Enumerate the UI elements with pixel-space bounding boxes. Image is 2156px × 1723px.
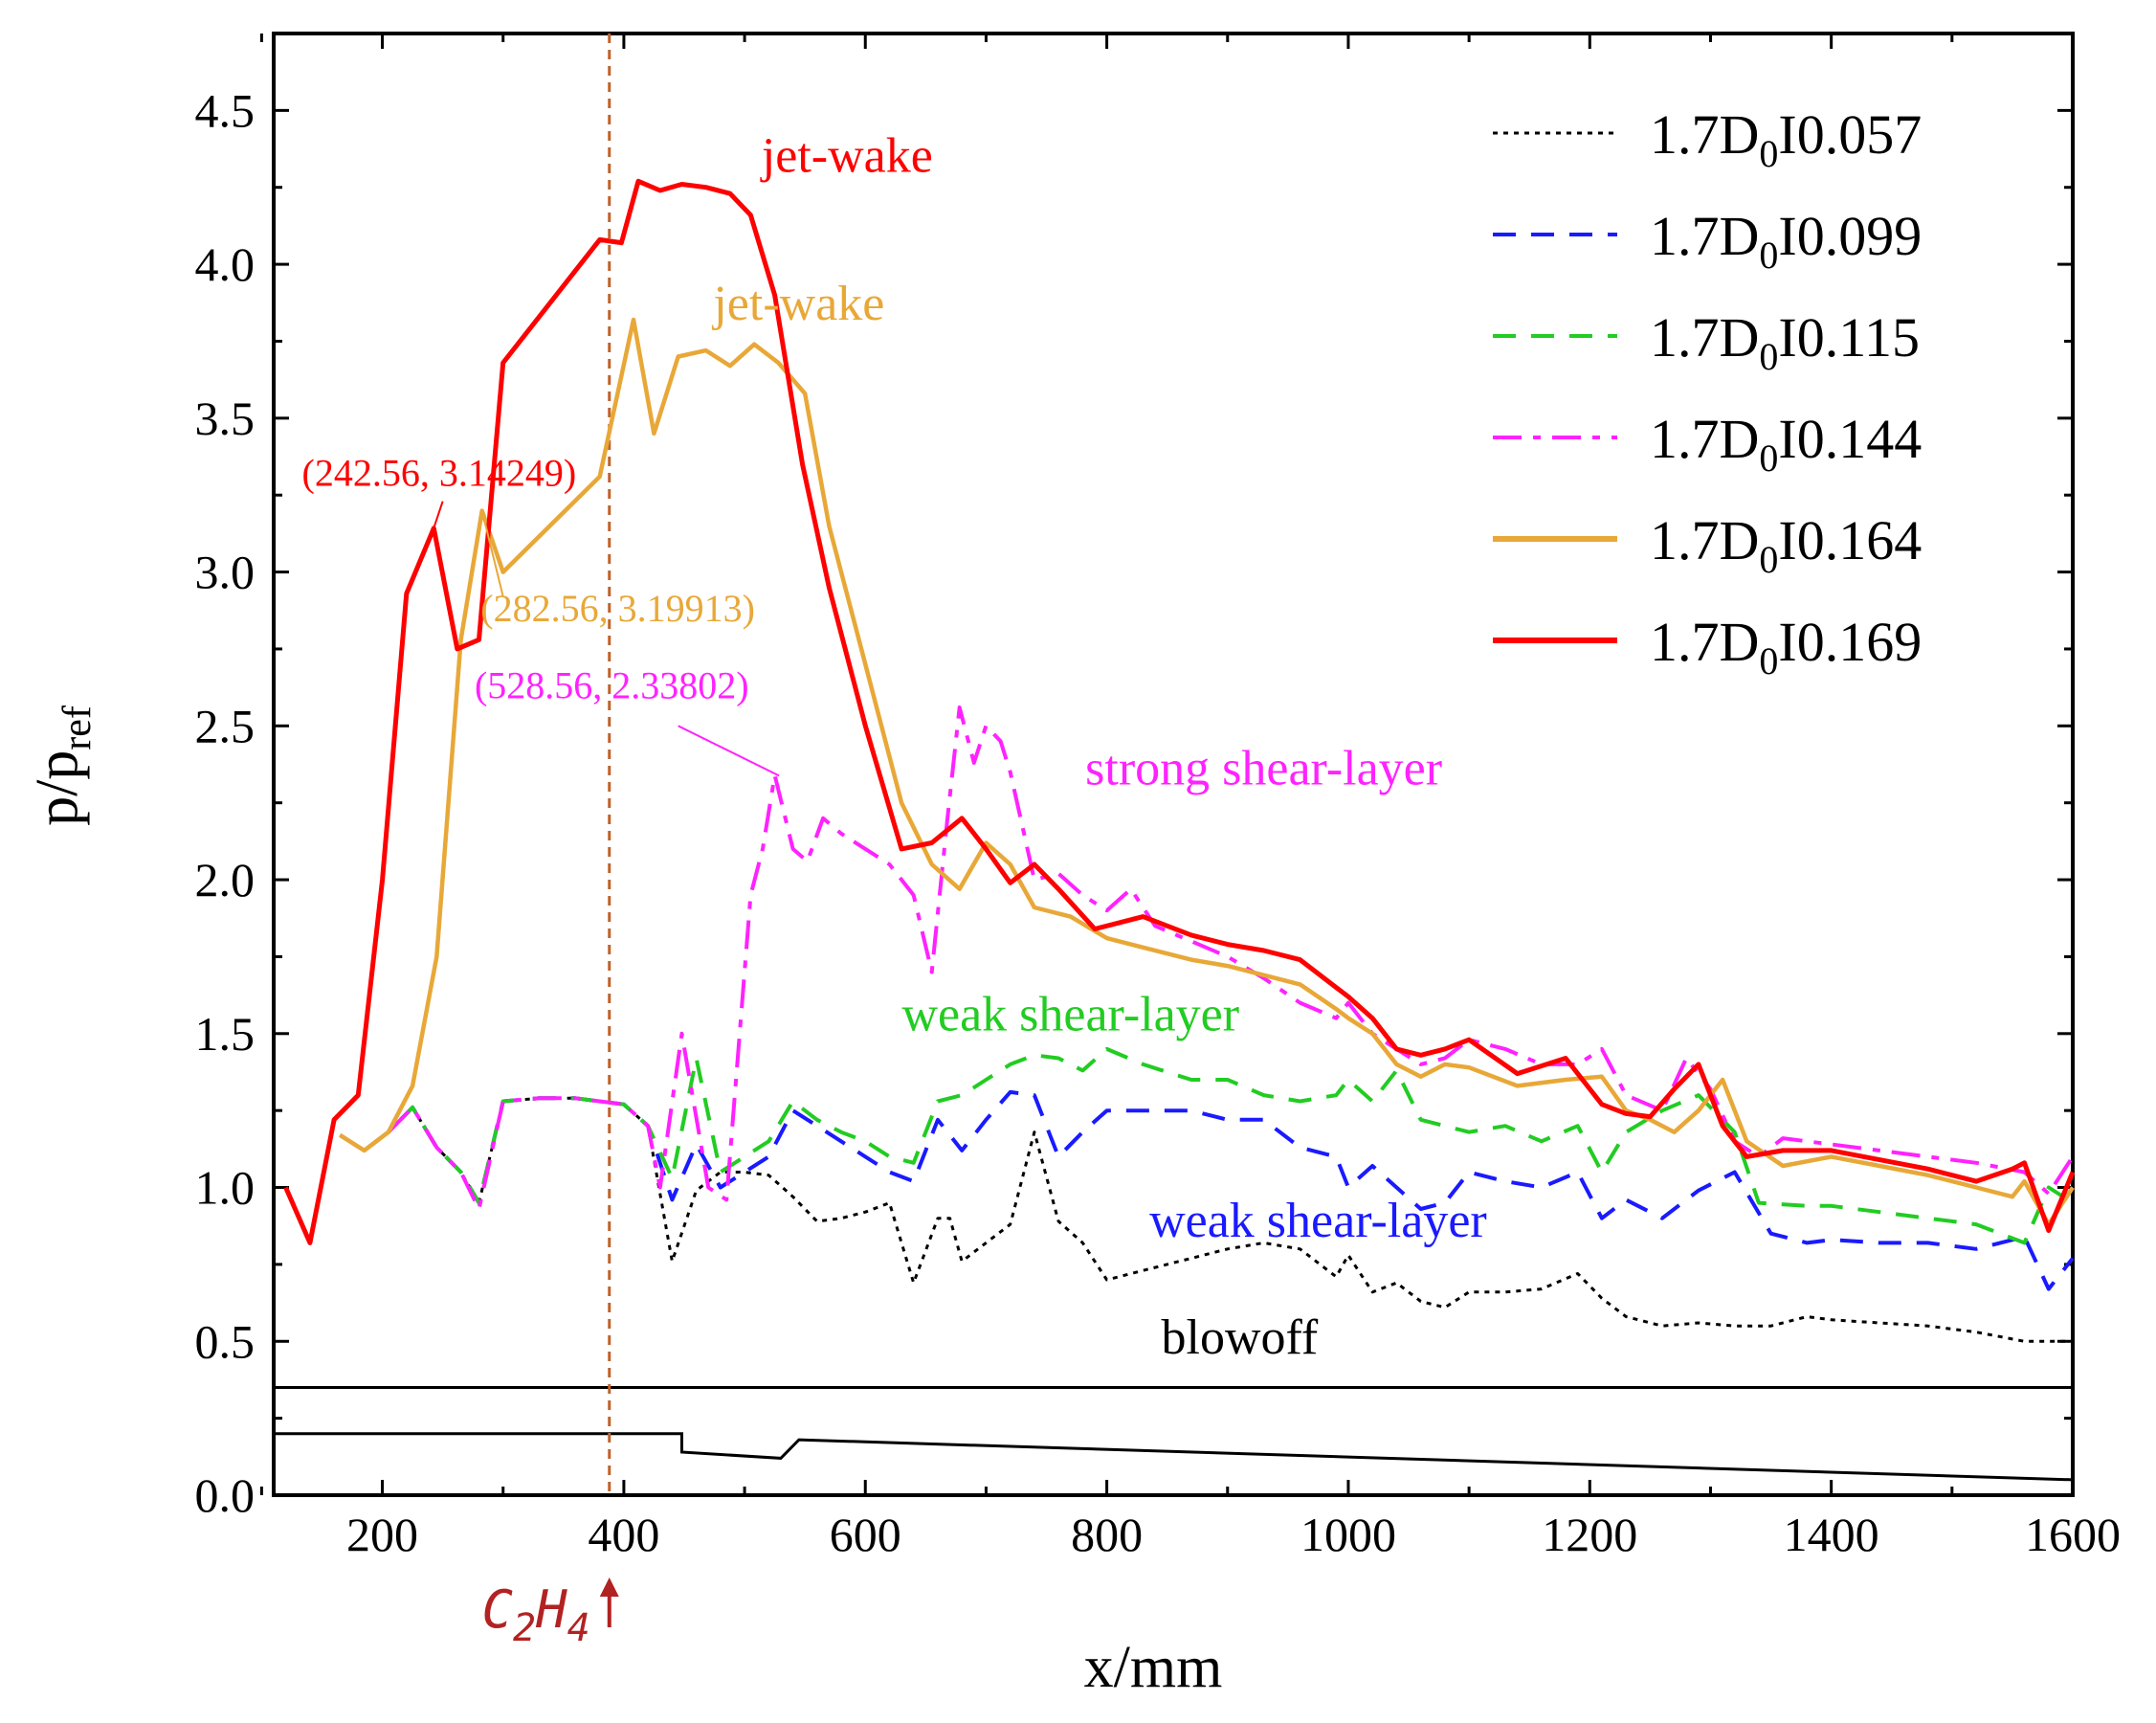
x-tick-label: 200 xyxy=(346,1508,418,1561)
series-line-1-7d0i0-057 xyxy=(339,1096,2073,1343)
x-tick-label: 1600 xyxy=(2025,1508,2121,1561)
y-axis-title: p/pref xyxy=(25,705,100,826)
annotation-jet-wake: jet-wake xyxy=(711,277,884,331)
legend-label-part: 1.7D xyxy=(1650,306,1759,369)
injection-fuel-label-part: H xyxy=(535,1579,567,1640)
x-axis-title: x/mm xyxy=(1084,1635,1223,1700)
legend-label: 1.7D0I0.169 xyxy=(1650,611,1922,682)
series-lines xyxy=(283,178,2076,1343)
injection-arrow-head xyxy=(599,1578,619,1597)
x-tick-label: 400 xyxy=(588,1508,659,1561)
legend-label: 1.7D0I0.057 xyxy=(1650,103,1922,175)
y-tick-label: 2.0 xyxy=(195,853,256,906)
y-tick-label: 1.0 xyxy=(195,1161,256,1215)
coord-label: (282.56, 3.19913) xyxy=(480,587,755,630)
legend-label-part: 1.7D xyxy=(1650,611,1759,673)
region-annotations: jet-wake jet-wake strong shear-layer weak s… xyxy=(711,129,1486,1365)
legend-label-part: I0.144 xyxy=(1778,408,1922,470)
y-tick-label: 0.5 xyxy=(195,1314,256,1368)
legend-label-part: 0 xyxy=(1759,436,1778,480)
annotation-blowoff: blowoff xyxy=(1162,1310,1319,1365)
y-tick-label: 4.0 xyxy=(195,237,256,291)
legend-label-part: 1.7D xyxy=(1650,205,1759,267)
axis-ticks: 0.0 0.5 1.0 1.5 2.0 2.5 3.0 3.5 4.0 4.5 200 400 600 8… xyxy=(195,34,2121,1561)
y-tick-label: 3.5 xyxy=(195,392,256,445)
y-axis-title-base: p/p xyxy=(25,750,90,826)
legend-label-part: I0.115 xyxy=(1778,306,1920,369)
legend-label: 1.7D0I0.144 xyxy=(1650,408,1922,480)
injection-fuel-label-part: 2 xyxy=(513,1606,536,1650)
x-tick-label: 800 xyxy=(1071,1508,1143,1561)
legend-label-part: 0 xyxy=(1759,132,1778,175)
y-tick-label: 3.0 xyxy=(195,546,256,599)
series-line-1-7d0i0-099 xyxy=(339,1089,2075,1291)
legend-label-part: 0 xyxy=(1759,234,1778,277)
series-line-1-7d0i0-169 xyxy=(283,178,2076,1245)
fuel-injection-marker: C2H4 xyxy=(482,34,619,1650)
y-tick-label: 2.5 xyxy=(195,699,256,752)
legend-label: 1.7D0I0.115 xyxy=(1650,306,1920,378)
coord-leader-line xyxy=(433,501,444,529)
legend-label-part: I0.169 xyxy=(1778,611,1922,673)
lower-wall-profile xyxy=(274,1432,2074,1482)
y-tick-label: 0.0 xyxy=(195,1468,256,1522)
annotation-strong-shear-layer: strong shear-layer xyxy=(1085,741,1442,795)
coord-leader-line xyxy=(480,510,504,597)
x-tick-label: 600 xyxy=(830,1508,901,1561)
injection-fuel-label-part: C xyxy=(482,1579,514,1640)
legend-label-part: 0 xyxy=(1759,538,1778,581)
injection-fuel-label-part: 4 xyxy=(567,1606,590,1650)
legend-label-part: I0.099 xyxy=(1778,205,1922,267)
plot-frame xyxy=(272,32,2075,1497)
series-line-1-7d0i0-144 xyxy=(339,705,2075,1211)
coord-leader-line xyxy=(678,725,780,777)
annotation-jet-wake: jet-wake xyxy=(760,129,933,184)
legend-label-part: I0.057 xyxy=(1778,103,1922,166)
y-tick-label: 1.5 xyxy=(195,1007,256,1061)
legend-label-part: 1.7D xyxy=(1650,103,1759,166)
legend-label-part: 1.7D xyxy=(1650,509,1759,571)
legend-label-part: 1.7D xyxy=(1650,408,1759,470)
x-tick-label: 1400 xyxy=(1784,1508,1879,1561)
annotation-weak-shear-layer: weak shear-layer xyxy=(1149,1194,1487,1248)
injection-fuel-label: C2H4 xyxy=(482,1579,590,1650)
legend-label: 1.7D0I0.099 xyxy=(1650,205,1922,277)
legend: 1.7D0I0.0571.7D0I0.0991.7D0I0.1151.7D0I0… xyxy=(1493,103,1922,682)
combustor-wall-profile xyxy=(274,1385,2074,1482)
coordinate-callouts: (242.56, 3.14249) (282.56, 3.19913) (528.5… xyxy=(302,452,780,777)
annotation-weak-shear-layer: weak shear-layer xyxy=(901,988,1239,1042)
legend-label-part: 0 xyxy=(1759,335,1778,378)
y-axis-title-subscript: ref xyxy=(56,705,100,750)
x-tick-label: 1200 xyxy=(1542,1508,1637,1561)
x-tick-label: 1000 xyxy=(1300,1508,1396,1561)
series-line-1-7d0i0-164 xyxy=(339,317,2075,1227)
y-tick-label: 4.5 xyxy=(195,83,256,137)
legend-label-part: 0 xyxy=(1759,639,1778,682)
legend-label: 1.7D0I0.164 xyxy=(1650,509,1922,581)
coord-label: (242.56, 3.14249) xyxy=(302,452,577,495)
coord-label: (528.56, 2.33802) xyxy=(475,663,749,706)
legend-label-part: I0.164 xyxy=(1778,509,1922,571)
